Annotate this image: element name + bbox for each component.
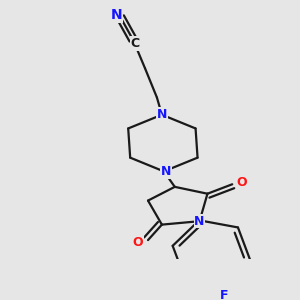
Text: O: O bbox=[237, 176, 248, 189]
Text: N: N bbox=[161, 165, 171, 178]
Text: N: N bbox=[194, 215, 205, 228]
Text: C: C bbox=[130, 37, 140, 50]
Text: N: N bbox=[110, 8, 122, 22]
Text: O: O bbox=[133, 236, 143, 249]
Text: N: N bbox=[157, 108, 167, 121]
Text: F: F bbox=[219, 290, 228, 300]
